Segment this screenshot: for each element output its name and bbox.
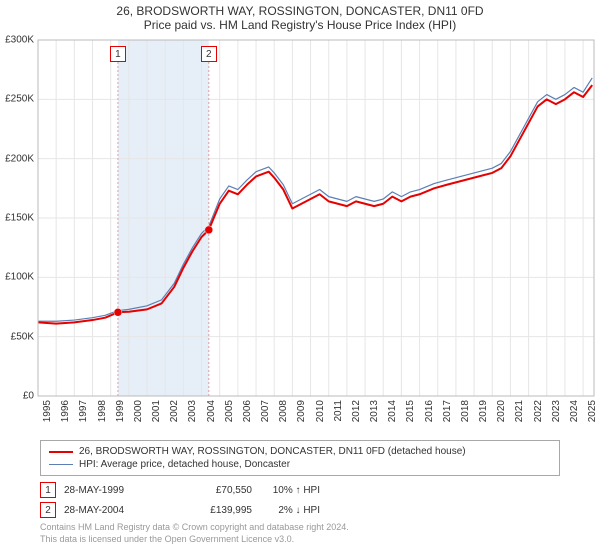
footer-line1: Contains HM Land Registry data © Crown c…	[40, 522, 560, 534]
sale-flag-2: 2	[201, 46, 217, 62]
sales-table: 1 28-MAY-1999 £70,550 10% ↑ HPI 2 28-MAY-2004…	[40, 480, 560, 520]
sale-date: 28-MAY-1999	[64, 485, 174, 496]
legend-swatch	[49, 451, 73, 453]
sale-date: 28-MAY-2004	[64, 505, 174, 516]
sale-row: 1 28-MAY-1999 £70,550 10% ↑ HPI	[40, 480, 560, 500]
sale-price: £70,550	[182, 485, 252, 496]
footer-attribution: Contains HM Land Registry data © Crown c…	[40, 522, 560, 545]
footer-line2: This data is licensed under the Open Gov…	[40, 534, 560, 546]
chart-container: £0£50K£100K£150K£200K£250K£300K 19951996…	[0, 36, 600, 436]
legend-swatch	[49, 464, 73, 465]
chart-title-line1: 26, BRODSWORTH WAY, ROSSINGTON, DONCASTE…	[0, 0, 600, 18]
sale-price: £139,995	[182, 505, 252, 516]
sale-marker-2: 2	[40, 502, 56, 518]
sale-marker-1: 1	[40, 482, 56, 498]
sale-pct: 2% ↓ HPI	[260, 505, 320, 516]
sale-flag-boxes: 12	[0, 36, 600, 436]
legend: 26, BRODSWORTH WAY, ROSSINGTON, DONCASTE…	[40, 440, 560, 476]
legend-row: 26, BRODSWORTH WAY, ROSSINGTON, DONCASTE…	[49, 445, 551, 458]
legend-row: HPI: Average price, detached house, Donc…	[49, 458, 551, 471]
sale-flag-1: 1	[110, 46, 126, 62]
legend-label: 26, BRODSWORTH WAY, ROSSINGTON, DONCASTE…	[79, 446, 466, 457]
sale-row: 2 28-MAY-2004 £139,995 2% ↓ HPI	[40, 500, 560, 520]
legend-label: HPI: Average price, detached house, Donc…	[79, 459, 290, 470]
chart-title-line2: Price paid vs. HM Land Registry's House …	[0, 18, 600, 36]
sale-pct: 10% ↑ HPI	[260, 485, 320, 496]
